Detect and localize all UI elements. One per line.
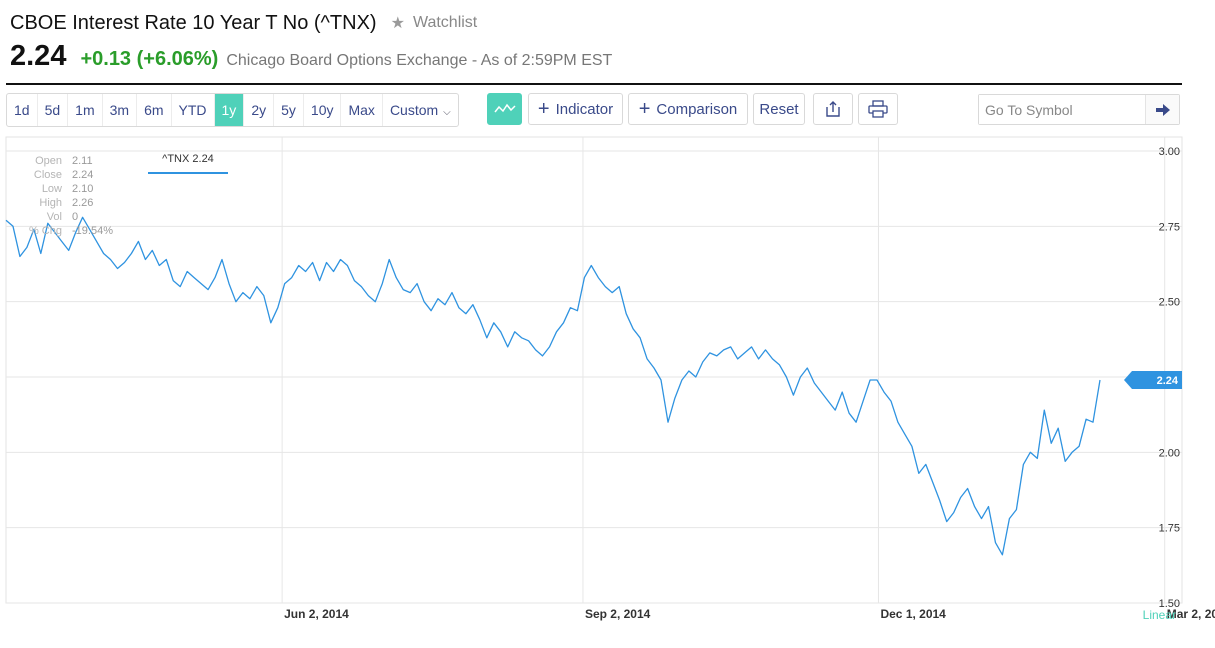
range-1y[interactable]: 1y <box>214 94 245 126</box>
range-2y[interactable]: 2y <box>244 94 275 126</box>
range-3m[interactable]: 3m <box>103 94 138 126</box>
x-tick-label: Mar 2, 20 <box>1167 607 1215 621</box>
y-tick-label: 2.50 <box>1159 297 1180 309</box>
range-10y[interactable]: 10y <box>304 94 342 126</box>
stat-pct-chg: % Chg -19.54% <box>28 225 113 237</box>
x-tick-label: Sep 2, 2014 <box>585 607 651 621</box>
reset-button[interactable]: Reset <box>753 93 805 125</box>
header-divider <box>6 83 1182 85</box>
symbol-search-input[interactable] <box>979 95 1145 124</box>
printer-icon <box>868 100 888 118</box>
exchange-info: Chicago Board Options Exchange - As of 2… <box>226 52 613 69</box>
range-6m[interactable]: 6m <box>137 94 172 126</box>
last-value-label: 2.24 <box>1157 375 1179 387</box>
last-value-tag <box>1124 371 1182 390</box>
go-button[interactable] <box>1145 95 1179 124</box>
indicator-label: Indicator <box>555 100 614 118</box>
y-tick-label: 2.00 <box>1159 447 1180 459</box>
indicator-button[interactable]: + Indicator <box>528 93 623 125</box>
range-1m[interactable]: 1m <box>68 94 103 126</box>
print-button[interactable] <box>858 93 898 125</box>
watchlist-button[interactable]: ★ Watchlist <box>391 13 478 33</box>
stat-low: Low 2.10 <box>41 183 94 195</box>
scale-label: Linear <box>1143 608 1176 622</box>
chevron-down-icon: ⌵ <box>443 107 451 118</box>
y-tick-label: 3.00 <box>1159 146 1180 158</box>
range-custom-label: Custom <box>389 102 439 118</box>
price-line <box>5 216 1101 556</box>
page-title: CBOE Interest Rate 10 Year T No (^TNX) <box>10 11 377 34</box>
chart-type-button[interactable] <box>487 93 522 125</box>
comparison-label: Comparison <box>656 100 738 118</box>
stat-open: Open 2.11 <box>35 155 93 167</box>
range-ytd[interactable]: YTD <box>172 94 215 126</box>
reset-label: Reset <box>759 100 799 118</box>
x-tick-label: Jun 2, 2014 <box>284 607 349 621</box>
range-5y[interactable]: 5y <box>274 94 304 126</box>
chart-toolbar: 1d 5d 1m 3m 6m YTD 1y 2y 5y 10y Max Cust… <box>6 93 1182 127</box>
series-legend[interactable]: ^TNX 2.24 <box>148 152 228 174</box>
y-tick-label: 2.75 <box>1159 221 1180 233</box>
y-tick-label: 1.75 <box>1159 523 1180 535</box>
symbol-search <box>978 94 1180 125</box>
range-1d[interactable]: 1d <box>7 94 38 126</box>
range-selector: 1d 5d 1m 3m 6m YTD 1y 2y 5y 10y Max Cust… <box>6 93 459 127</box>
watchlist-label: Watchlist <box>412 14 478 31</box>
share-button[interactable] <box>813 93 853 125</box>
y-tick-label: 1.50 <box>1159 598 1180 610</box>
plus-icon: + <box>638 98 651 120</box>
ohlc-stats: Open 2.11 Close 2.24 Low 2.10 High 2.26 Vol 0… <box>10 154 113 238</box>
arrow-right-icon <box>1155 103 1170 116</box>
range-custom[interactable]: Custom ⌵ <box>383 94 458 126</box>
plot-frame <box>5 136 1183 604</box>
x-tick-label: Dec 1, 2014 <box>880 607 946 621</box>
comparison-button[interactable]: + Comparison <box>628 93 748 125</box>
line-chart-icon <box>493 103 516 113</box>
stat-vol: Vol 0 <box>46 211 79 223</box>
range-5d[interactable]: 5d <box>38 94 69 126</box>
current-price: 2.24 <box>10 40 67 72</box>
title-row: CBOE Interest Rate 10 Year T No (^TNX) ★… <box>10 10 477 36</box>
stat-close: Close 2.24 <box>33 169 94 181</box>
quote-row: 2.24 +0.13 (+6.06%) Chicago Board Option… <box>10 40 612 76</box>
share-icon <box>826 101 840 117</box>
price-change: +0.13 (+6.06%) <box>80 48 219 70</box>
star-icon: ★ <box>390 15 405 32</box>
plus-icon: + <box>537 98 550 120</box>
range-max[interactable]: Max <box>341 94 383 126</box>
stat-high: High 2.26 <box>39 197 94 209</box>
